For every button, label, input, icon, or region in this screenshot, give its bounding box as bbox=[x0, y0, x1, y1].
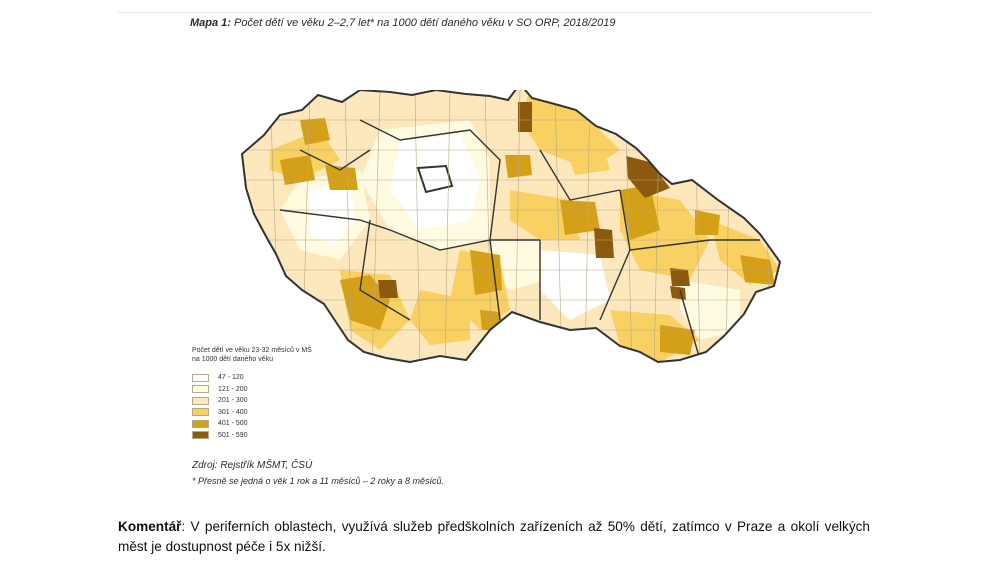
source-note: Zdroj: Rejstřík MŠMT, ČSÚ bbox=[192, 460, 313, 471]
legend-item: 301 - 400 bbox=[192, 407, 352, 419]
legend-item: 201 - 300 bbox=[192, 395, 352, 407]
legend-label: 501 - 590 bbox=[218, 431, 248, 439]
legend-label: 301 - 400 bbox=[218, 408, 248, 416]
legend-swatch bbox=[192, 373, 209, 382]
map-regions bbox=[242, 90, 780, 362]
legend-title: Počet dětí ve věku 23-32 měsíců v MŠ na … bbox=[192, 346, 352, 364]
comment-text: : V periferních oblastech, využívá služe… bbox=[118, 519, 870, 554]
legend-label: 47 - 120 bbox=[218, 374, 244, 382]
top-divider bbox=[118, 12, 872, 13]
czech-choropleth-map bbox=[240, 90, 782, 364]
legend-swatch bbox=[192, 396, 209, 405]
legend-item: 121 - 200 bbox=[192, 384, 352, 396]
map-legend: Počet dětí ve věku 23-32 měsíců v MŠ na … bbox=[192, 346, 352, 441]
map-title-label: Mapa 1: bbox=[190, 17, 231, 29]
legend-label: 121 - 200 bbox=[218, 385, 248, 393]
legend-title-line2: na 1000 dětí daného věku bbox=[192, 356, 273, 363]
legend-swatch bbox=[192, 431, 209, 440]
legend-swatch bbox=[192, 419, 209, 428]
legend-label: 201 - 300 bbox=[218, 397, 248, 405]
legend-item: 401 - 500 bbox=[192, 418, 352, 430]
legend-title-line1: Počet dětí ve věku 23-32 měsíců v MŠ bbox=[192, 347, 312, 354]
legend-item: 47 - 120 bbox=[192, 372, 352, 384]
footnote: * Přesně se jedná o věk 1 rok a 11 měsíc… bbox=[192, 476, 444, 486]
map-title: Mapa 1: Počet dětí ve věku 2–2,7 let* na… bbox=[190, 17, 615, 29]
legend-swatch bbox=[192, 408, 209, 417]
legend-item: 501 - 590 bbox=[192, 430, 352, 442]
map-title-text: Počet dětí ve věku 2–2,7 let* na 1000 dě… bbox=[234, 17, 616, 29]
comment-paragraph: Komentář: V periferních oblastech, využí… bbox=[118, 517, 870, 557]
legend-swatch bbox=[192, 385, 209, 394]
country-border bbox=[240, 90, 782, 364]
legend-label: 401 - 500 bbox=[218, 420, 248, 428]
comment-label: Komentář bbox=[118, 519, 182, 534]
